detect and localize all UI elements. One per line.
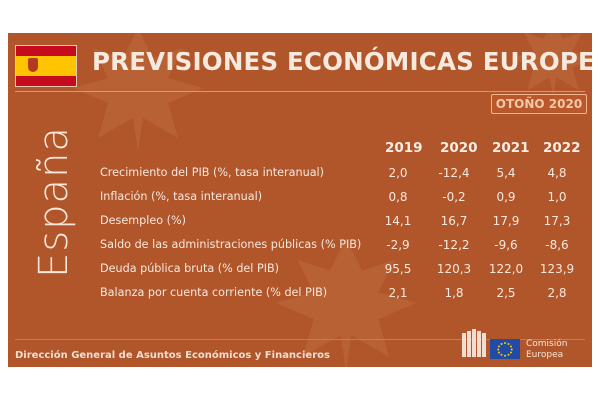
table-cell: -0,2	[442, 190, 466, 204]
table-cell: -2,9	[386, 238, 410, 252]
table-cell: 16,7	[440, 214, 468, 228]
table-cell: 2,5	[496, 286, 516, 300]
table-cell: 4,8	[547, 166, 567, 180]
table-cell: 5,4	[496, 166, 516, 180]
table-cell: -12,4	[438, 166, 470, 180]
table-cell: 17,3	[543, 214, 571, 228]
year-header-2020: 2020	[440, 140, 478, 156]
table-cell: 123,9	[539, 262, 575, 276]
table-cell: 2,0	[388, 166, 408, 180]
year-header-2019: 2019	[385, 140, 423, 156]
row-label-public-debt: Deuda pública bruta (% del PIB)	[100, 262, 280, 275]
table-cell: 95,5	[384, 262, 412, 276]
row-label-inflation: Inflación (%, tasa interanual)	[100, 190, 263, 203]
title-divider	[15, 91, 585, 92]
table-cell: 2,8	[547, 286, 567, 300]
table-cell: 1,0	[547, 190, 567, 204]
year-header-2022: 2022	[543, 140, 581, 156]
table-cell: 14,1	[384, 214, 412, 228]
page-title: PREVISIONES ECONÓMICAS EUROPEAS	[92, 47, 592, 76]
row-label-unemployment: Desempleo (%)	[100, 214, 186, 227]
footer-divider	[15, 339, 585, 340]
table-cell: 122,0	[488, 262, 524, 276]
row-label-budget-balance: Saldo de las administraciones públicas (…	[100, 238, 362, 251]
row-label-gdp: Crecimiento del PIB (%, tasa interanual)	[100, 166, 325, 179]
logo-line-2: Europea	[526, 350, 564, 360]
logo-line-1: Comisión	[526, 339, 568, 349]
european-commission-logo-icon: Comisión Europea	[462, 329, 586, 363]
leaf-watermark-icon	[276, 238, 416, 367]
season-badge: OTOÑO 2020	[491, 94, 587, 114]
year-header-2021: 2021	[492, 140, 530, 156]
table-cell: 1,8	[444, 286, 464, 300]
table-cell: -12,2	[438, 238, 470, 252]
table-cell: 120,3	[436, 262, 472, 276]
forecast-card: PREVISIONES ECONÓMICAS EUROPEAS OTOÑO 20…	[8, 33, 592, 367]
directorate-label: Dirección General de Asuntos Económicos …	[15, 350, 330, 361]
country-name: España	[31, 126, 77, 278]
country-label: España	[30, 126, 78, 278]
table-cell: -8,6	[545, 238, 569, 252]
leaf-watermark-icon	[511, 33, 592, 99]
eu-flag-icon	[490, 339, 520, 359]
spain-flag-icon	[15, 45, 77, 87]
leaf-watermark-icon	[73, 33, 203, 151]
commission-wordmark: Comisión Europea	[526, 339, 567, 361]
table-cell: -9,6	[494, 238, 518, 252]
table-cell: 0,8	[388, 190, 408, 204]
row-label-current-account: Balanza por cuenta corriente (% del PIB)	[100, 286, 328, 299]
table-cell: 2,1	[388, 286, 408, 300]
table-cell: 17,9	[492, 214, 520, 228]
building-icon	[462, 329, 486, 357]
table-cell: 0,9	[496, 190, 516, 204]
